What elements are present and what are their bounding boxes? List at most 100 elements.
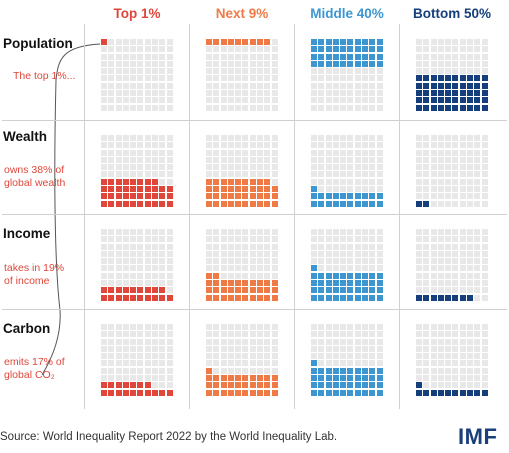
waffle-cell: [445, 200, 452, 207]
waffle-cell: [347, 280, 354, 287]
waffle-cell: [332, 164, 339, 171]
waffle-cell: [369, 338, 376, 345]
waffle-cell: [159, 360, 166, 367]
waffle-cell: [416, 97, 422, 104]
waffle-cell: [445, 324, 452, 330]
waffle-cell: [354, 280, 361, 287]
waffle-cell: [369, 104, 376, 111]
waffle-cell: [474, 178, 481, 185]
waffle-cell: [235, 104, 242, 111]
waffle-cell: [108, 90, 115, 97]
waffle-cell: [242, 331, 249, 338]
waffle-cell: [122, 135, 129, 141]
waffle-cell: [122, 68, 129, 75]
waffle-cell: [437, 171, 444, 178]
waffle-cell: [318, 142, 325, 149]
waffle-cell: [354, 375, 361, 382]
waffle-cell: [220, 82, 227, 89]
waffle-cell: [220, 382, 227, 389]
waffle-cell: [242, 375, 249, 382]
waffle-cell: [115, 345, 122, 352]
waffle-cell: [137, 353, 144, 360]
waffle-cell: [242, 236, 249, 243]
waffle-cell: [347, 375, 354, 382]
waffle-cell: [227, 142, 234, 149]
waffle-cell: [452, 186, 459, 193]
waffle-cell: [347, 287, 354, 294]
waffle-cell: [206, 46, 212, 53]
waffle-cell: [242, 90, 249, 97]
waffle-cell: [354, 90, 361, 97]
waffle-cell: [376, 360, 383, 367]
waffle-cell: [459, 324, 466, 330]
waffle-cell: [423, 53, 430, 60]
waffle-cell: [227, 338, 234, 345]
waffle-cell: [152, 156, 159, 163]
waffle-cell: [430, 171, 437, 178]
waffle-cell: [347, 149, 354, 156]
waffle-cell: [206, 272, 212, 279]
waffle-cell: [445, 375, 452, 382]
waffle-cell: [122, 250, 129, 257]
waffle-cell: [235, 280, 242, 287]
waffle-cell: [159, 75, 166, 82]
waffle-cell: [144, 280, 151, 287]
waffle-cell: [354, 82, 361, 89]
waffle-cell: [115, 60, 122, 67]
waffle-cell: [311, 331, 317, 338]
waffle-cell: [452, 53, 459, 60]
waffle-cell: [227, 236, 234, 243]
waffle-cell: [467, 171, 474, 178]
waffle-cell: [137, 345, 144, 352]
waffle-cell: [159, 39, 166, 45]
waffle-cell: [332, 68, 339, 75]
waffle-cell: [122, 236, 129, 243]
waffle-cell: [130, 82, 137, 89]
waffle-cell: [242, 389, 249, 396]
waffle-cell: [340, 156, 347, 163]
waffle-cell: [347, 338, 354, 345]
waffle-cell: [474, 135, 481, 141]
waffle-cell: [347, 90, 354, 97]
waffle-cell: [101, 243, 107, 250]
waffle-cell: [347, 265, 354, 272]
waffle-cell: [311, 68, 317, 75]
waffle-cell: [235, 324, 242, 330]
waffle-cell: [144, 360, 151, 367]
waffle-cell: [220, 171, 227, 178]
waffle-cell: [235, 360, 242, 367]
waffle-cell: [166, 250, 173, 257]
waffle-cell: [376, 164, 383, 171]
row-annotation: takes in 19% of income: [4, 262, 64, 288]
waffle-cell: [108, 280, 115, 287]
waffle-cell: [416, 104, 422, 111]
waffle-cell: [362, 149, 369, 156]
waffle-cell: [249, 353, 256, 360]
waffle-cell: [213, 142, 220, 149]
waffle-cell: [227, 104, 234, 111]
waffle-cell: [242, 250, 249, 257]
waffle-cell: [235, 265, 242, 272]
waffle-cell: [213, 171, 220, 178]
waffle-cell: [332, 229, 339, 235]
waffle-cell: [220, 280, 227, 287]
waffle-cell: [206, 345, 212, 352]
waffle-cell: [416, 382, 422, 389]
waffle-cell: [318, 382, 325, 389]
waffle-cell: [423, 60, 430, 67]
waffle-cell: [437, 82, 444, 89]
waffle-cell: [235, 243, 242, 250]
waffle-cell: [220, 68, 227, 75]
waffle-cell: [347, 60, 354, 67]
waffle-cell: [166, 68, 173, 75]
waffle-cell: [220, 236, 227, 243]
waffle-cell: [430, 53, 437, 60]
waffle-cell: [354, 338, 361, 345]
waffle-cell: [459, 250, 466, 257]
waffle-cell: [437, 236, 444, 243]
waffle-cell: [101, 250, 107, 257]
waffle-cell: [445, 338, 452, 345]
waffle-cell: [159, 186, 166, 193]
waffle-cell: [311, 382, 317, 389]
waffle-cell: [271, 272, 278, 279]
